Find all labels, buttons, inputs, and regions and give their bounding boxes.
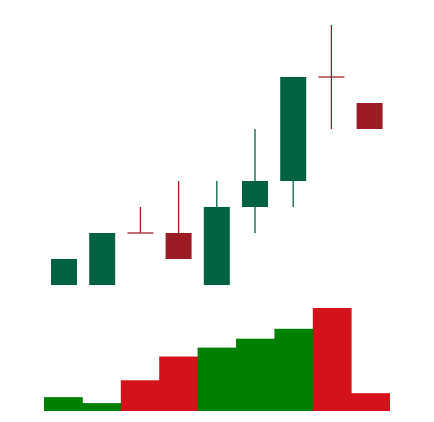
candle bbox=[203, 181, 230, 285]
volume-bar bbox=[312, 308, 352, 411]
candle-body bbox=[89, 233, 116, 285]
volume-bar bbox=[120, 380, 160, 411]
volume-bar bbox=[44, 397, 83, 411]
volume-bar bbox=[82, 403, 122, 411]
volume-bar bbox=[274, 328, 314, 411]
candle bbox=[280, 77, 307, 207]
candle-body bbox=[203, 207, 230, 285]
candle bbox=[165, 181, 192, 259]
candle-body bbox=[356, 103, 383, 129]
candle bbox=[127, 207, 154, 234]
volume-bar bbox=[197, 347, 237, 411]
candle bbox=[318, 25, 345, 129]
volume-bar bbox=[159, 356, 198, 411]
price-pane bbox=[51, 25, 383, 285]
candle-body bbox=[280, 77, 307, 181]
candle bbox=[89, 233, 116, 285]
candle bbox=[51, 259, 77, 285]
volume-pane bbox=[44, 308, 390, 411]
volume-bar bbox=[351, 393, 390, 411]
candle-body bbox=[165, 233, 192, 259]
candle bbox=[242, 129, 268, 233]
candle-body bbox=[51, 259, 77, 285]
candle-body bbox=[242, 181, 268, 207]
candle bbox=[356, 103, 383, 129]
volume-bar bbox=[236, 338, 275, 411]
